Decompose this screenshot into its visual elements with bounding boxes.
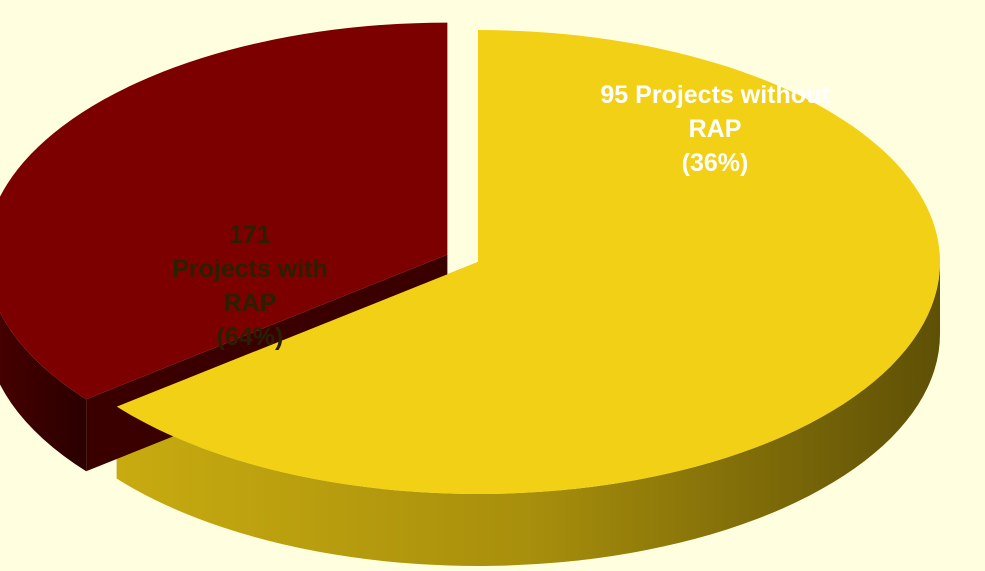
slice (116, 30, 941, 494)
slice-label: 171 Projects with RAP (64%) (170, 218, 330, 354)
category-label: Projects without RAP (635, 81, 830, 143)
slice-side (116, 262, 941, 566)
category-label: Projects with RAP (172, 255, 328, 317)
value-label: 95 (600, 81, 629, 109)
percent-label: (64%) (216, 323, 284, 351)
value-label: 171 (229, 221, 271, 249)
slice-label: 95 Projects without RAP (36%) (590, 78, 840, 180)
slice-side (0, 312, 87, 472)
slice (0, 22, 448, 400)
percent-label: (36%) (681, 149, 749, 177)
